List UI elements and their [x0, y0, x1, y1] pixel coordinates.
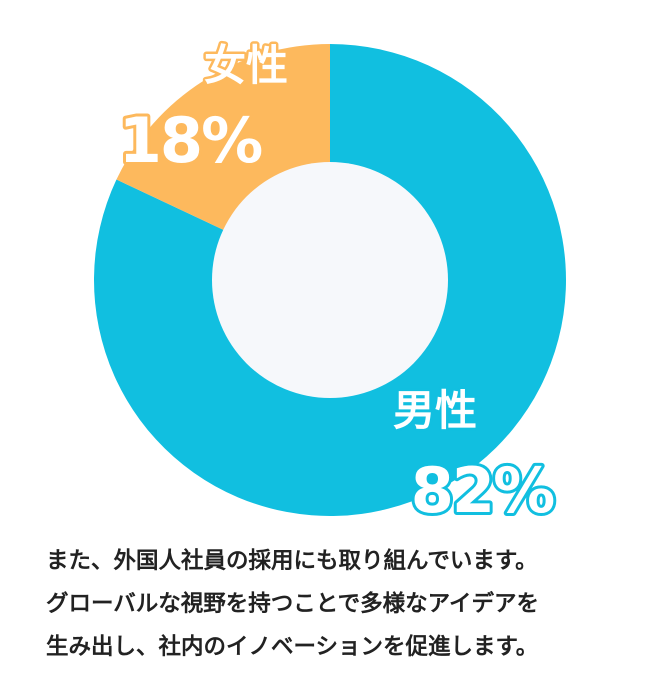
female-percentage: 18%: [119, 104, 262, 177]
donut-chart: 男性 82% 女性 18%: [94, 39, 567, 530]
male-label: 男性: [393, 386, 477, 435]
female-label: 女性: [204, 41, 288, 90]
donut-hole: [212, 162, 448, 398]
male-percentage: 82%: [411, 454, 554, 527]
description-text: また、外国人社員の採用にも取り組んでいます。 グローバルな視野を持つことで多様な…: [46, 548, 539, 660]
